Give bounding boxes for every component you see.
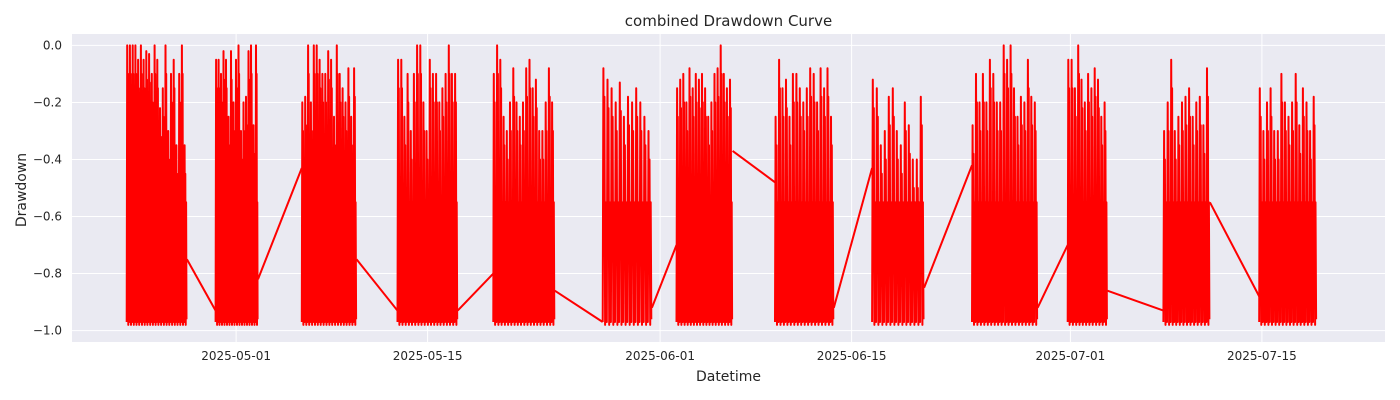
connector-line: [186, 258, 217, 312]
x-tick-label: 2025-05-01: [201, 349, 271, 363]
y-tick-label: 0.0: [43, 38, 62, 52]
drawdown-burst: [675, 44, 734, 326]
connector-line: [355, 258, 399, 312]
y-tick-label: −0.6: [33, 210, 62, 224]
drawdown-series: [125, 44, 1318, 326]
drawdown-burst: [125, 44, 188, 326]
y-tick-label: −0.2: [33, 95, 62, 109]
drawdown-burst: [971, 44, 1039, 326]
y-tick-label: −0.4: [33, 152, 62, 166]
connector-line: [732, 150, 776, 184]
drawdown-burst: [601, 67, 653, 326]
drawdown-burst: [1258, 72, 1318, 326]
connector-line: [832, 167, 874, 309]
drawdown-burst: [1162, 58, 1211, 326]
x-axis-label: Datetime: [696, 369, 761, 385]
connector-line: [257, 167, 303, 280]
drawdown-burst: [774, 58, 835, 326]
connector-line: [923, 164, 973, 289]
x-tick-label: 2025-06-01: [625, 349, 695, 363]
connector-line: [650, 244, 678, 309]
x-tick-label: 2025-06-15: [817, 349, 887, 363]
drawdown-burst: [396, 44, 459, 326]
y-axis-label: Drawdown: [14, 153, 30, 227]
connector-line: [1209, 201, 1261, 297]
connector-line: [1107, 289, 1164, 312]
connector-line: [554, 289, 604, 323]
drawdown-burst: [492, 44, 556, 326]
drawdown-burst: [1066, 44, 1108, 326]
x-tick-labels: 2025-05-01 2025-05-15 2025-06-01 2025-06-15…: [201, 349, 1297, 363]
y-tick-label: −1.0: [33, 324, 62, 338]
connector-line: [456, 272, 495, 312]
x-tick-label: 2025-07-15: [1227, 349, 1297, 363]
drawdown-burst: [214, 44, 259, 326]
x-tick-label: 2025-05-15: [393, 349, 463, 363]
y-tick-labels: 0.0 −0.2 −0.4 −0.6 −0.8 −1.0: [33, 38, 62, 337]
y-tick-label: −0.8: [33, 267, 62, 281]
drawdown-burst: [871, 78, 925, 326]
chart-title: combined Drawdown Curve: [625, 12, 832, 30]
drawdown-burst: [300, 44, 358, 326]
x-tick-label: 2025-07-01: [1036, 349, 1106, 363]
connector-line: [1036, 244, 1069, 309]
